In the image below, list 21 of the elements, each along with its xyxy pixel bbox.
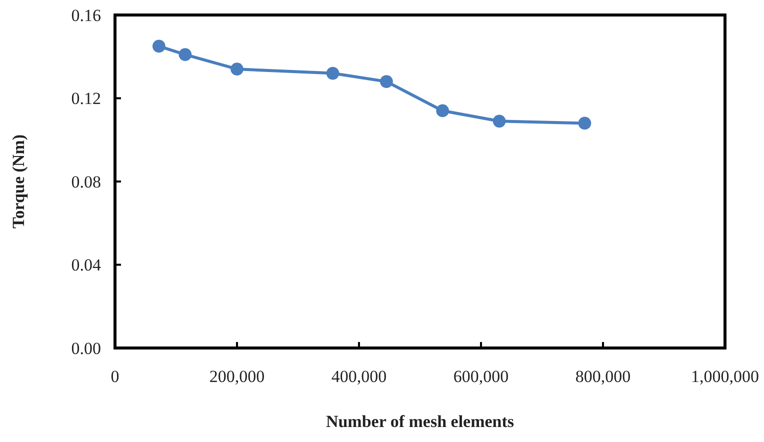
x-tick-label: 1,000,000 (691, 367, 759, 386)
y-axis-title: Torque (Nm) (9, 134, 28, 228)
y-tick-label: 0.08 (71, 172, 101, 192)
point (178, 48, 192, 61)
point (152, 40, 166, 53)
x-tick-label: 200,000 (209, 367, 265, 386)
x-tick-label: 800,000 (575, 367, 631, 386)
y-tick-label: 0.16 (71, 6, 101, 25)
y-tick-label: 0.12 (71, 89, 101, 108)
point (578, 116, 592, 130)
point (380, 75, 393, 88)
point (436, 104, 450, 118)
x-tick-label: 600,000 (453, 367, 509, 386)
y-tick-label: 0.04 (71, 256, 102, 275)
y-tick-label: 0.00 (71, 338, 101, 358)
point (326, 66, 340, 80)
point (230, 62, 244, 76)
x-axis-title: Number of mesh elements (326, 412, 514, 431)
point (492, 114, 506, 128)
x-tick-label: 400,000 (331, 367, 387, 386)
x-tick-label: 0 (110, 367, 120, 386)
